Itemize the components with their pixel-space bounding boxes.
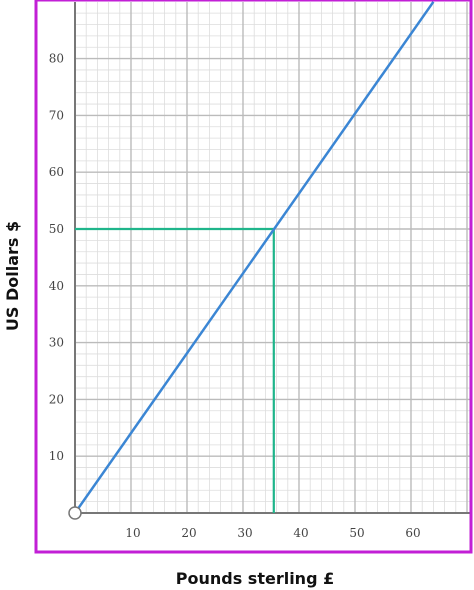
y-tick-label: 10 (49, 449, 64, 463)
y-tick-label: 50 (49, 222, 64, 236)
major-grid (74, 2, 470, 514)
plot-frame (34, 0, 473, 554)
y-axis-title: US Dollars $ (3, 221, 22, 331)
y-tick-label: 20 (49, 392, 64, 406)
y-tick-label: 30 (49, 336, 64, 350)
x-tick-label: 30 (237, 526, 252, 540)
x-tick-label: 40 (293, 526, 308, 540)
axes (74, 2, 470, 514)
y-tick-label: 70 (49, 108, 64, 122)
x-tick-label: 20 (181, 526, 196, 540)
y-tick-label: 40 (49, 279, 64, 293)
x-tick-label: 50 (349, 526, 364, 540)
x-tick-label: 10 (125, 526, 140, 540)
origin-marker (68, 506, 82, 520)
y-tick-label: 60 (49, 165, 64, 179)
x-axis-title: Pounds sterling £ (176, 569, 334, 588)
x-tick-labels: 10 20 30 40 50 60 (125, 526, 420, 540)
y-tick-label: 80 (49, 52, 64, 66)
series-layer (68, 1, 435, 520)
x-tick-label: 60 (405, 526, 420, 540)
conversion-line (73, 1, 435, 514)
y-tick-labels: 10 20 30 40 50 60 70 80 (49, 52, 64, 464)
